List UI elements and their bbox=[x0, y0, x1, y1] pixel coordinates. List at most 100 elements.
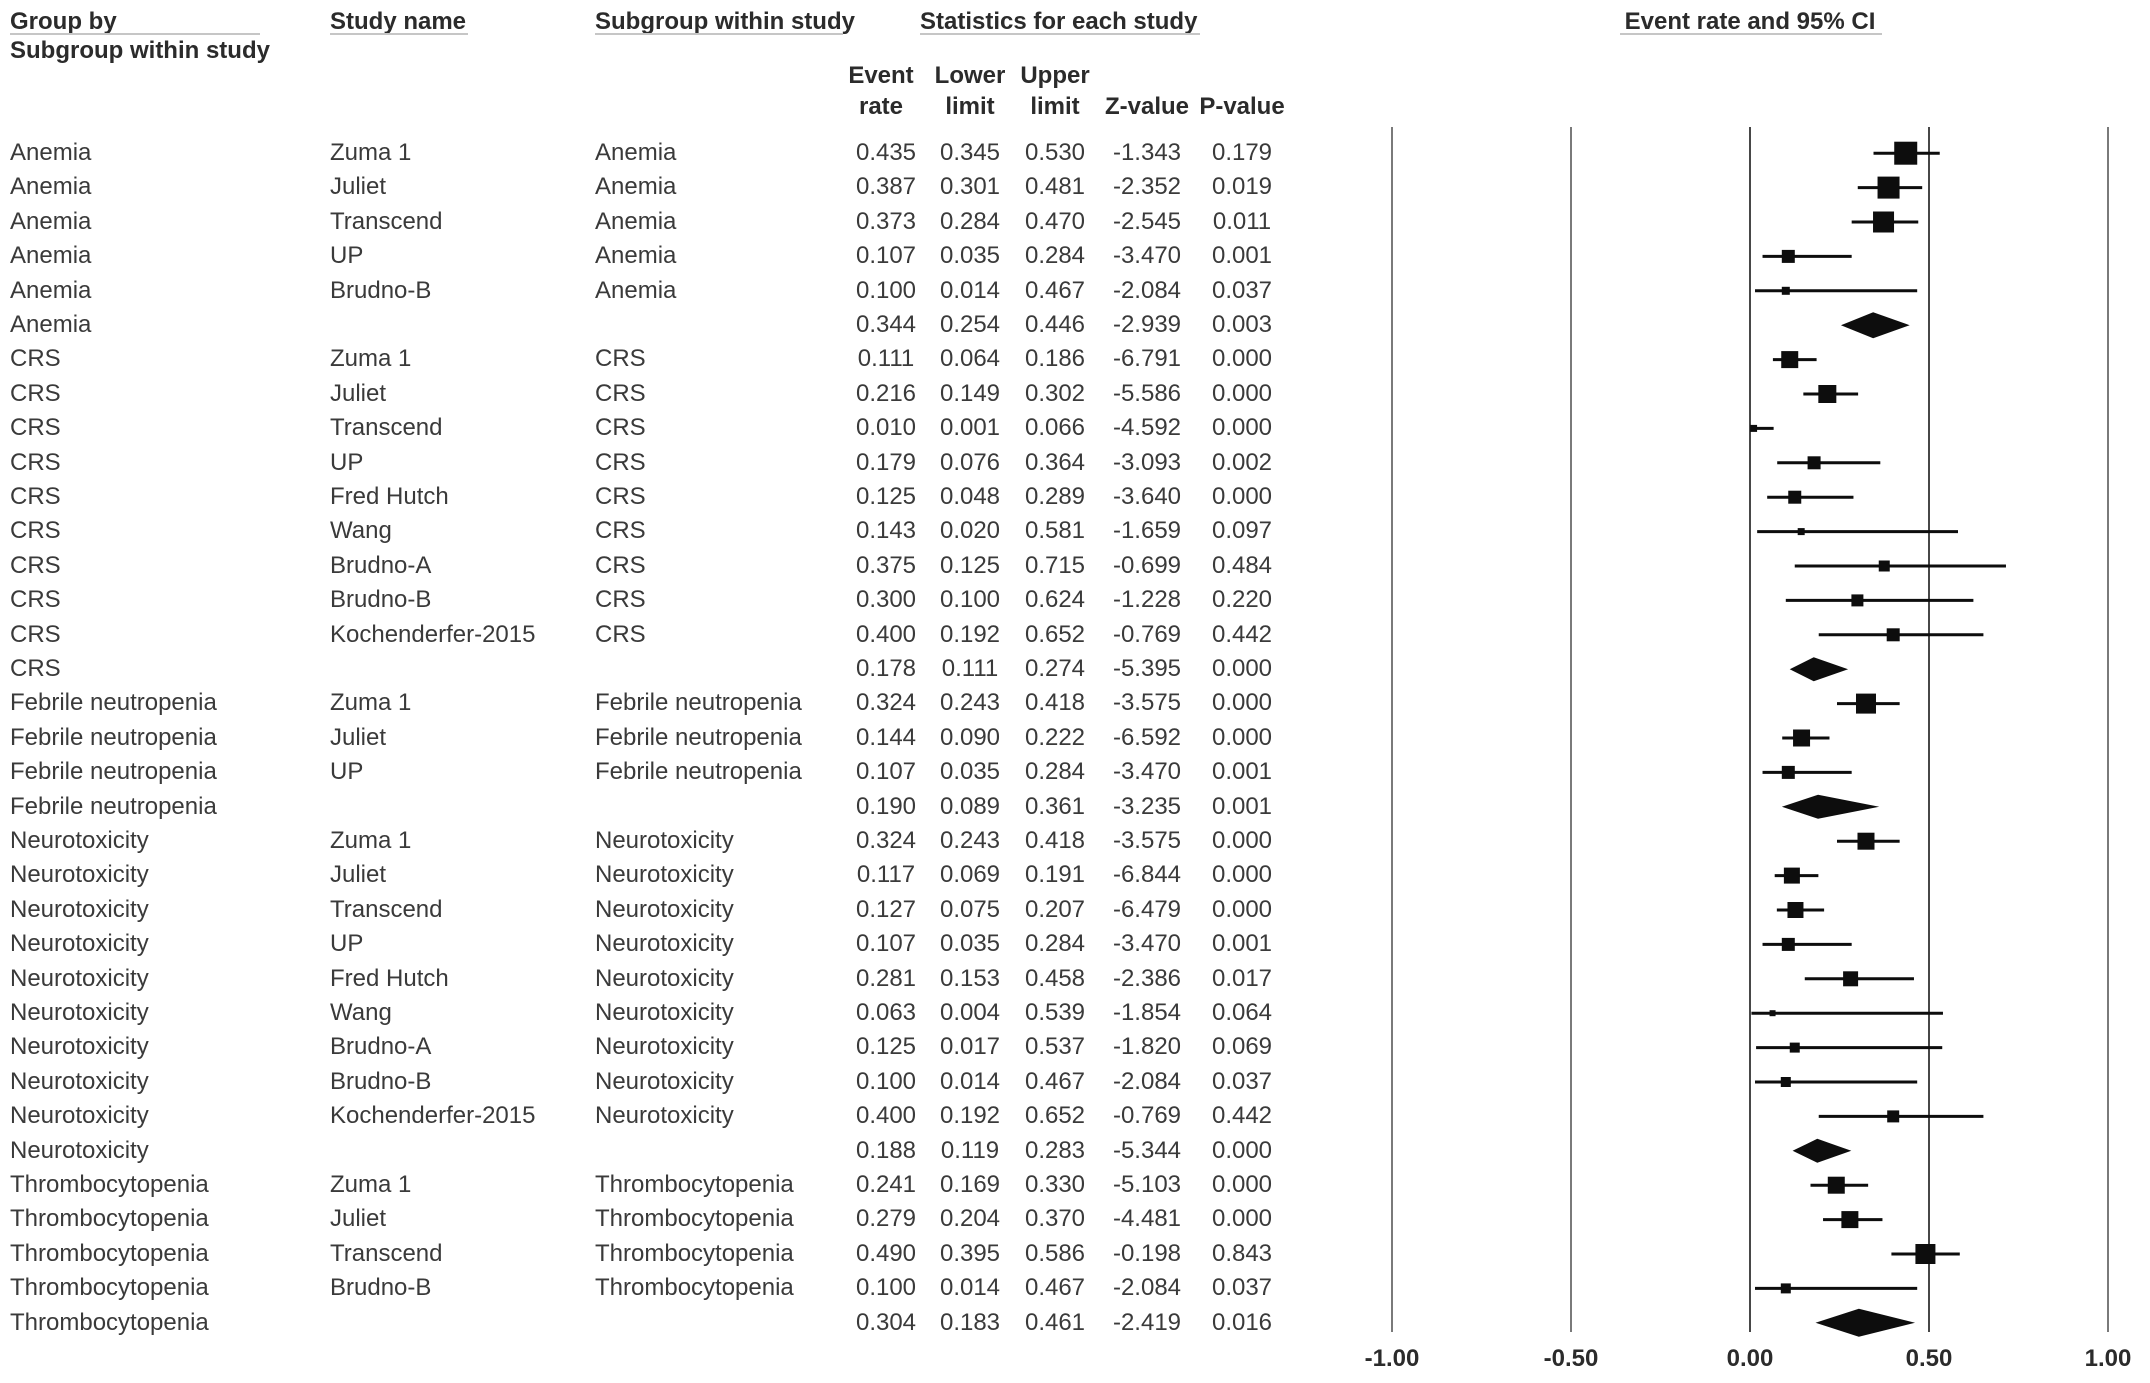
cell-subgroup: CRS bbox=[595, 586, 646, 614]
cell-study: Fred Hutch bbox=[330, 964, 449, 992]
study-row: Anemia Juliet Anemia 0.387 0.301 0.481 -2.352 0… bbox=[0, 170, 2150, 204]
header-study-name: Study name bbox=[330, 8, 467, 35]
cell-lower: 0.149 bbox=[939, 379, 1001, 407]
study-row: Thrombocytopenia Transcend Thrombocytopeni… bbox=[0, 1237, 2150, 1271]
cell-lower: 0.090 bbox=[939, 723, 1001, 751]
cell-upper: 0.283 bbox=[1024, 1136, 1086, 1164]
cell-rate: 0.373 bbox=[855, 207, 917, 235]
cell-p: 0.000 bbox=[1211, 895, 1273, 923]
cell-p: 0.000 bbox=[1211, 723, 1273, 751]
cell-rate: 0.300 bbox=[855, 586, 917, 614]
cell-rate: 0.117 bbox=[856, 861, 916, 889]
cell-lower: 0.075 bbox=[939, 895, 1001, 923]
cell-z: -3.235 bbox=[1112, 792, 1182, 820]
cell-upper: 0.652 bbox=[1024, 1102, 1086, 1130]
cell-rate: 0.435 bbox=[855, 139, 917, 166]
cell-subgroup: Febrile neutropenia bbox=[595, 723, 802, 751]
cell-study: Brudno-B bbox=[330, 276, 432, 304]
summary-diamond bbox=[1781, 794, 1880, 819]
cell-upper: 0.284 bbox=[1024, 758, 1086, 786]
cell-subgroup: CRS bbox=[595, 345, 646, 373]
cell-z: -0.198 bbox=[1112, 1239, 1182, 1267]
cell-study: Juliet bbox=[330, 379, 387, 407]
cell-group: Febrile neutropenia bbox=[10, 723, 217, 751]
point-estimate-square bbox=[1855, 693, 1876, 714]
cell-p: 0.000 bbox=[1211, 689, 1273, 717]
cell-upper: 0.624 bbox=[1024, 586, 1086, 614]
cell-upper: 0.470 bbox=[1024, 207, 1086, 235]
header-rule-subgroup bbox=[595, 33, 843, 35]
cell-upper: 0.467 bbox=[1024, 1067, 1086, 1095]
cell-subgroup: Anemia bbox=[595, 207, 677, 235]
cell-rate: 0.143 bbox=[855, 517, 917, 545]
cell-z: -3.575 bbox=[1112, 689, 1182, 717]
cell-upper: 0.191 bbox=[1024, 861, 1086, 889]
point-estimate-square bbox=[1769, 1010, 1776, 1017]
cell-upper: 0.370 bbox=[1024, 1205, 1086, 1233]
study-row: CRS UP CRS 0.179 0.076 0.364 -3.093 0.002 bbox=[0, 446, 2150, 480]
cell-lower: 0.020 bbox=[939, 517, 1001, 545]
cell-p: 0.001 bbox=[1211, 242, 1273, 270]
cell-subgroup: Thrombocytopenia bbox=[595, 1205, 794, 1233]
cell-p: 0.003 bbox=[1211, 311, 1273, 338]
cell-upper: 0.418 bbox=[1024, 827, 1086, 854]
point-estimate-square bbox=[1781, 937, 1795, 951]
cell-rate: 0.063 bbox=[855, 999, 917, 1026]
cell-upper: 0.467 bbox=[1024, 276, 1086, 304]
cell-p: 0.000 bbox=[1211, 1205, 1273, 1233]
study-row: Anemia Brudno-B Anemia 0.100 0.014 0.467 -2.08… bbox=[0, 274, 2150, 308]
summary-row: Febrile neutropenia 0.190 0.089 0.361 -3.235… bbox=[0, 790, 2150, 824]
header-rule-study bbox=[330, 33, 468, 35]
header-event: Event bbox=[848, 62, 914, 89]
cell-group: Thrombocytopenia bbox=[10, 1308, 209, 1336]
cell-group: Anemia bbox=[10, 311, 92, 338]
cell-upper: 0.284 bbox=[1024, 242, 1086, 270]
study-row: Neurotoxicity Brudno-A Neurotoxicity 0.125 0… bbox=[0, 1030, 2150, 1064]
point-estimate-square bbox=[1781, 351, 1799, 369]
cell-study: Fred Hutch bbox=[330, 483, 449, 510]
cell-group: CRS bbox=[10, 655, 61, 682]
cell-z: -0.699 bbox=[1112, 551, 1182, 579]
cell-lower: 0.017 bbox=[939, 1033, 1001, 1061]
cell-lower: 0.183 bbox=[939, 1308, 1001, 1336]
cell-p: 0.037 bbox=[1211, 1067, 1273, 1095]
cell-study: UP bbox=[330, 930, 364, 958]
cell-upper: 0.458 bbox=[1024, 964, 1086, 992]
header-event-rate-ci: Event rate and 95% CI bbox=[1624, 8, 1876, 35]
header-rule-statistics bbox=[920, 33, 1200, 35]
cell-p: 0.000 bbox=[1211, 1136, 1273, 1164]
cell-p: 0.001 bbox=[1211, 792, 1273, 820]
cell-p: 0.037 bbox=[1211, 1274, 1273, 1302]
cell-lower: 0.125 bbox=[939, 551, 1001, 579]
cell-rate: 0.490 bbox=[855, 1239, 917, 1267]
cell-group: Febrile neutropenia bbox=[10, 758, 217, 786]
point-estimate-square bbox=[1841, 1211, 1859, 1229]
study-row: Neurotoxicity Wang Neurotoxicity 0.063 0.004… bbox=[0, 996, 2150, 1030]
cell-group: Neurotoxicity bbox=[10, 999, 149, 1026]
cell-rate: 0.107 bbox=[855, 242, 917, 270]
point-estimate-square bbox=[1788, 490, 1802, 504]
cell-subgroup: Neurotoxicity bbox=[595, 1033, 734, 1061]
cell-z: -6.592 bbox=[1112, 723, 1182, 751]
cell-lower: 0.014 bbox=[939, 1067, 1001, 1095]
point-estimate-square bbox=[1873, 211, 1895, 233]
cell-rate: 0.216 bbox=[855, 379, 917, 407]
cell-group: CRS bbox=[10, 620, 61, 648]
cell-subgroup: Anemia bbox=[595, 173, 677, 201]
cell-z: -3.093 bbox=[1112, 448, 1182, 476]
cell-lower: 0.048 bbox=[939, 483, 1001, 510]
cell-subgroup: Thrombocytopenia bbox=[595, 1274, 794, 1302]
header-rule-group bbox=[10, 33, 260, 35]
cell-upper: 0.652 bbox=[1024, 620, 1086, 648]
cell-group: CRS bbox=[10, 414, 61, 442]
cell-group: Neurotoxicity bbox=[10, 1136, 149, 1164]
cell-subgroup: Febrile neutropenia bbox=[595, 689, 802, 717]
cell-group: CRS bbox=[10, 379, 61, 407]
cell-group: CRS bbox=[10, 345, 61, 373]
study-row: Thrombocytopenia Juliet Thrombocytopenia 0.… bbox=[0, 1202, 2150, 1236]
cell-upper: 0.539 bbox=[1024, 999, 1086, 1026]
header-subgroup: Subgroup within study bbox=[595, 8, 855, 35]
cell-z: -2.939 bbox=[1112, 311, 1182, 338]
